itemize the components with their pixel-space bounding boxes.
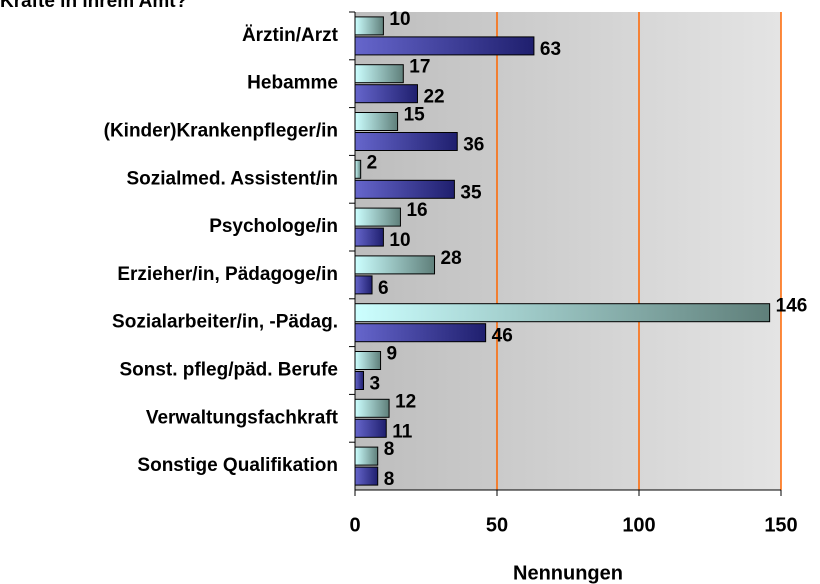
value-label: 10: [389, 9, 410, 30]
bar: [354, 323, 487, 343]
bar: [354, 64, 404, 84]
y-tick-label: Sonstige Qualifikation: [137, 455, 338, 476]
y-tick-label: Sozialmed. Assistent/in: [126, 168, 338, 189]
bar: [354, 112, 399, 131]
x-tick-label: 0: [349, 514, 360, 536]
bar: [354, 371, 365, 390]
bar: [354, 132, 458, 151]
value-label: 12: [395, 391, 416, 412]
y-tick-label: Verwaltungsfachkraft: [146, 407, 339, 428]
bar: [354, 16, 384, 36]
value-label: 16: [406, 200, 427, 221]
chart-title: Kräfte in ihrem Amt?: [0, 0, 187, 12]
bar: [354, 418, 387, 438]
value-label: 63: [540, 39, 561, 60]
value-label: 6: [378, 278, 389, 299]
bar: [354, 255, 436, 275]
plot-area: [355, 12, 781, 490]
value-label: 35: [460, 182, 482, 203]
bar: [354, 466, 379, 486]
x-axis-label: Nennungen: [513, 562, 623, 584]
y-tick-label: Psychologe/in: [209, 216, 338, 237]
value-label: 8: [384, 469, 395, 490]
value-label: 36: [463, 135, 484, 156]
bar: [354, 227, 384, 247]
bar: [354, 398, 390, 418]
value-label: 9: [387, 344, 398, 365]
value-label: 15: [404, 105, 426, 126]
bar: [354, 446, 379, 466]
bar: [354, 207, 401, 227]
bar: [354, 36, 535, 56]
x-tick-label: 100: [622, 514, 655, 536]
value-label: 22: [423, 87, 444, 108]
y-tick-label: Erzieher/in, Pädagoge/in: [117, 264, 338, 285]
bar: [354, 179, 455, 199]
y-tick-label: Sonst. pfleg/päd. Berufe: [119, 360, 338, 381]
bar: [354, 275, 373, 295]
y-tick-label: Ärztin/Arzt: [242, 25, 339, 46]
y-tick-label: Sozialarbeiter/in, -Pädag.: [112, 312, 338, 333]
x-tick-label: 150: [764, 514, 797, 536]
x-tick-label: 50: [486, 514, 508, 536]
value-label: 8: [384, 439, 395, 460]
y-tick-label: Hebamme: [247, 73, 338, 94]
value-label: 3: [370, 374, 381, 395]
value-label: 28: [441, 248, 462, 269]
y-tick-label: (Kinder)Krankenpfleger/in: [104, 121, 338, 142]
value-label: 10: [389, 230, 410, 251]
bar: [354, 84, 418, 104]
value-label: 46: [492, 326, 513, 347]
value-label: 2: [367, 152, 378, 173]
value-label: 11: [392, 421, 413, 442]
bar: [354, 303, 771, 323]
value-label: 146: [776, 296, 808, 317]
bar: [354, 351, 382, 370]
value-label: 17: [409, 57, 430, 78]
bar: [354, 159, 362, 179]
